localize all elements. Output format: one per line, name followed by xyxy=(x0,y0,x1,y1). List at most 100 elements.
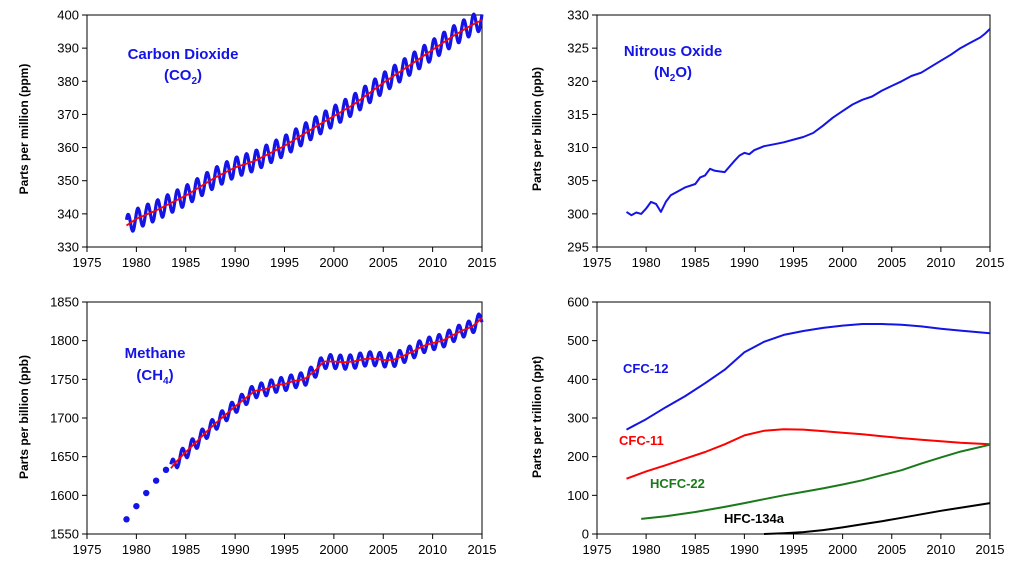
halocarbons-series-cfc-12-line xyxy=(626,323,991,431)
n2o-y-tick-label: 320 xyxy=(567,74,589,89)
hcfc22-label: HCFC-22 xyxy=(650,476,705,491)
halocarbons-x-tick-label: 2005 xyxy=(877,542,906,557)
n2o-title: Nitrous Oxide xyxy=(624,43,722,60)
n2o-x-tick-label: 1995 xyxy=(779,255,808,270)
halocarbons-x-tick-label: 1990 xyxy=(730,542,759,557)
ch4-formula-pre: (CH xyxy=(136,367,163,384)
halocarbons-y-tick-label: 300 xyxy=(567,411,589,426)
n2o-y-tick-label: 305 xyxy=(567,173,589,188)
n2o-y-tick-label: 295 xyxy=(567,240,589,255)
ch4-series-early-measurements-point xyxy=(133,502,140,510)
n2o-formula-post: O) xyxy=(675,64,692,81)
halocarbons-x-tick-label: 1980 xyxy=(632,542,661,557)
halocarbons-series-cfc-11-line xyxy=(626,428,991,480)
ch4-x-tick-label: 1995 xyxy=(270,542,299,557)
ch4-x-tick-label: 1980 xyxy=(122,542,151,557)
n2o-x-tick-label: 2005 xyxy=(877,255,906,270)
hfc134a-label: HFC-134a xyxy=(724,511,785,526)
ch4-y-tick-label: 1700 xyxy=(50,411,79,426)
co2-formula-subscript: 2 xyxy=(191,76,197,87)
n2o-formula: (N2O) xyxy=(654,64,692,84)
co2-series-trend-line xyxy=(125,19,483,227)
co2-x-tick-label: 1990 xyxy=(221,255,250,270)
co2-formula-post: ) xyxy=(197,67,202,84)
halocarbons-plot-frame xyxy=(596,301,991,535)
co2-x-tick-label: 2005 xyxy=(369,255,398,270)
n2o-x-tick-label: 1975 xyxy=(583,255,612,270)
ch4-x-tick-label: 1985 xyxy=(171,542,200,557)
n2o-x-tick-label: 1990 xyxy=(730,255,759,270)
ch4-y-tick-label: 1800 xyxy=(50,333,79,348)
n2o-y-axis-label: Parts per billion (ppb) xyxy=(530,67,544,191)
cfc12-label: CFC-12 xyxy=(623,361,669,376)
n2o-y-tick-label: 310 xyxy=(567,140,589,155)
ch4-x-tick-label: 2005 xyxy=(369,542,398,557)
ch4-plot-frame xyxy=(86,301,483,535)
ch4-x-tick-label: 2000 xyxy=(319,542,348,557)
ch4-series-trend-line xyxy=(170,317,483,469)
halocarbons-x-tick-label: 1985 xyxy=(681,542,710,557)
co2-title: Carbon Dioxide xyxy=(128,46,239,63)
ch4-y-axis-label: Parts per billion (ppb) xyxy=(17,355,31,479)
co2-y-axis-label: Parts per million (ppm) xyxy=(17,64,31,195)
ch4-series-early-measurements-point xyxy=(152,477,160,484)
co2-x-tick-label: 2000 xyxy=(319,255,348,270)
halocarbons-y-tick-label: 0 xyxy=(582,527,589,542)
halocarbons-y-axis-label: Parts per trillion (ppt) xyxy=(530,356,544,478)
halocarbons-y-tick-label: 400 xyxy=(567,372,589,387)
n2o-panel: 295 300 305 310 315 320 325 330 1975 1980 1985 1990… xyxy=(530,8,1004,271)
halocarbons-x-tick-label: 1975 xyxy=(583,542,612,557)
halocarbons-panel: 0 100 200 300 400 500 600 1975 1980 1985 1990 1995 2… xyxy=(530,295,1004,558)
ch4-series-early-measurements-point xyxy=(143,489,150,497)
co2-x-tick-label: 1975 xyxy=(73,255,102,270)
n2o-x-tick-label: 1980 xyxy=(632,255,661,270)
n2o-x-tick-label: 2010 xyxy=(926,255,955,270)
ch4-y-tick-label: 1650 xyxy=(50,449,79,464)
ch4-x-tick-label: 2015 xyxy=(468,542,497,557)
n2o-x-tick-label: 2015 xyxy=(976,255,1005,270)
halocarbons-x-tick-label: 2000 xyxy=(828,542,857,557)
co2-y-tick-label: 400 xyxy=(57,8,79,23)
ch4-title: Methane xyxy=(125,345,186,362)
n2o-x-tick-label: 2000 xyxy=(828,255,857,270)
ch4-series-early-measurements-point xyxy=(162,466,170,474)
halocarbons-x-tick-label: 2010 xyxy=(926,542,955,557)
ch4-y-tick-label: 1550 xyxy=(50,527,79,542)
co2-y-tick-label: 340 xyxy=(57,206,79,221)
co2-y-tick-label: 350 xyxy=(57,173,79,188)
co2-x-tick-label: 1995 xyxy=(270,255,299,270)
ch4-x-tick-label: 1975 xyxy=(73,542,102,557)
co2-x-tick-label: 1985 xyxy=(171,255,200,270)
halocarbons-series-hcfc-22-line xyxy=(641,443,991,520)
halocarbons-x-tick-label: 2015 xyxy=(976,542,1005,557)
ch4-formula-subscript: 4 xyxy=(163,376,169,387)
halocarbons-y-tick-label: 600 xyxy=(567,295,589,310)
ch4-formula: (CH4) xyxy=(136,367,173,387)
halocarbons-y-tick-label: 500 xyxy=(567,333,589,348)
n2o-series-n2o-line xyxy=(625,28,991,217)
co2-title-main: Carbon Dioxide xyxy=(128,46,239,63)
ch4-title-main: Methane xyxy=(125,345,186,362)
ch4-y-tick-label: 1600 xyxy=(50,488,79,503)
ch4-y-tick-label: 1850 xyxy=(50,295,79,310)
ch4-formula-post: ) xyxy=(169,367,174,384)
co2-series-monthly-mean-line xyxy=(124,12,484,233)
ch4-y-tick-label: 1750 xyxy=(50,372,79,387)
halocarbons-series-hfc-134a-line xyxy=(763,502,991,535)
n2o-y-tick-label: 315 xyxy=(567,107,589,122)
co2-panel: 330 340 350 360 370 380 390 400 1975 1980 1985 1990… xyxy=(17,8,496,271)
n2o-x-tick-label: 1985 xyxy=(681,255,710,270)
co2-y-tick-label: 380 xyxy=(57,74,79,89)
n2o-formula-pre: (N xyxy=(654,64,670,81)
co2-y-tick-label: 330 xyxy=(57,240,79,255)
halocarbons-y-tick-label: 100 xyxy=(567,488,589,503)
ch4-x-tick-label: 1990 xyxy=(221,542,250,557)
co2-y-tick-label: 370 xyxy=(57,107,79,122)
co2-y-tick-label: 390 xyxy=(57,41,79,56)
n2o-y-tick-label: 330 xyxy=(567,8,589,23)
co2-x-tick-label: 2010 xyxy=(418,255,447,270)
ch4-x-tick-label: 2010 xyxy=(418,542,447,557)
co2-formula: (CO2) xyxy=(164,67,202,87)
co2-y-tick-label: 360 xyxy=(57,140,79,155)
